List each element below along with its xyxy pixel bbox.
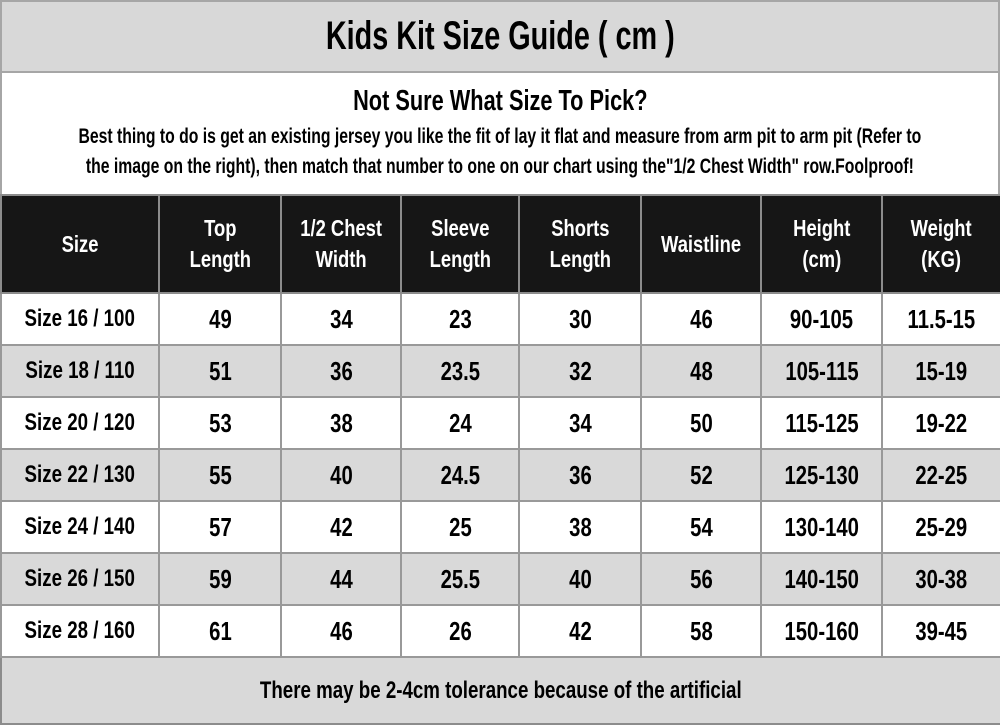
measurement-cell: 115-125: [760, 396, 883, 450]
measurement-cell: 34: [518, 396, 642, 450]
measurement-cell: 23.5: [400, 344, 520, 398]
measurement-cell: 46: [640, 292, 762, 346]
measurement-cell: 25.5: [400, 552, 520, 606]
measurement-cell: 105-115: [760, 344, 883, 398]
column-header-0: Size: [0, 194, 160, 294]
column-header-6: Height (cm): [760, 194, 883, 294]
measurement-cell: 46: [280, 604, 402, 658]
measurement-cell: 39-45: [881, 604, 1000, 658]
measurement-cell: 150-160: [760, 604, 883, 658]
size-cell: Size 20 / 120: [0, 396, 160, 450]
measurement-cell: 11.5-15: [881, 292, 1000, 346]
measurement-cell: 25: [400, 500, 520, 554]
column-header-4: Shorts Length: [518, 194, 642, 294]
measurement-cell: 44: [280, 552, 402, 606]
measurement-cell: 51: [158, 344, 282, 398]
measurement-cell: 52: [640, 448, 762, 502]
footer-row: There may be 2-4cm tolerance because of …: [0, 656, 1000, 725]
column-header-5: Waistline: [640, 194, 762, 294]
column-header-2: 1/2 Chest Width: [280, 194, 402, 294]
column-header-7: Weight (KG): [881, 194, 1000, 294]
measurement-cell: 30: [518, 292, 642, 346]
table-header-row: Size Top Length 1/2 Chest Width Sleeve Leng…: [0, 194, 1000, 294]
column-header-1: Top Length: [158, 194, 282, 294]
measurement-cell: 15-19: [881, 344, 1000, 398]
intro-heading-row: Not Sure What Size To Pick?: [2, 85, 998, 118]
measurement-cell: 25-29: [881, 500, 1000, 554]
measurement-cell: 125-130: [760, 448, 883, 502]
table-body: Size 16 / 100 49 34 23 30 46 90-105 11.5-15 Size…: [0, 292, 1000, 658]
title-bar: Kids Kit Size Guide ( cm ): [0, 0, 1000, 73]
measurement-cell: 90-105: [760, 292, 883, 346]
table-row: Size 20 / 120 53 38 24 34 50 115-125 19-22: [0, 396, 1000, 450]
size-cell: Size 22 / 130: [0, 448, 160, 502]
measurement-cell: 140-150: [760, 552, 883, 606]
measurement-cell: 40: [280, 448, 402, 502]
size-cell: Size 16 / 100: [0, 292, 160, 346]
measurement-cell: 40: [518, 552, 642, 606]
measurement-cell: 54: [640, 500, 762, 554]
measurement-cell: 49: [158, 292, 282, 346]
measurement-cell: 22-25: [881, 448, 1000, 502]
table-row: Size 28 / 160 61 46 26 42 58 150-160 39-45: [0, 604, 1000, 658]
measurement-cell: 24.5: [400, 448, 520, 502]
measurement-cell: 34: [280, 292, 402, 346]
intro-section: Not Sure What Size To Pick? Best thing t…: [0, 73, 1000, 194]
size-cell: Size 26 / 150: [0, 552, 160, 606]
measurement-cell: 42: [280, 500, 402, 554]
measurement-cell: 50: [640, 396, 762, 450]
measurement-cell: 56: [640, 552, 762, 606]
size-cell: Size 18 / 110: [0, 344, 160, 398]
measurement-cell: 55: [158, 448, 282, 502]
table-row: Size 24 / 140 57 42 25 38 54 130-140 25-29: [0, 500, 1000, 554]
page-title: Kids Kit Size Guide ( cm ): [325, 14, 675, 58]
measurement-cell: 61: [158, 604, 282, 658]
size-cell: Size 28 / 160: [0, 604, 160, 658]
measurement-cell: 48: [640, 344, 762, 398]
measurement-cell: 42: [518, 604, 642, 658]
measurement-cell: 36: [280, 344, 402, 398]
intro-body-row: Best thing to do is get an existing jers…: [2, 122, 998, 182]
measurement-cell: 59: [158, 552, 282, 606]
intro-body-text: Best thing to do is get an existing jers…: [78, 125, 922, 178]
measurement-cell: 38: [518, 500, 642, 554]
measurement-cell: 30-38: [881, 552, 1000, 606]
measurement-cell: 130-140: [760, 500, 883, 554]
measurement-cell: 26: [400, 604, 520, 658]
measurement-cell: 38: [280, 396, 402, 450]
table-row: Size 26 / 150 59 44 25.5 40 56 140-150 30-38: [0, 552, 1000, 606]
intro-heading: Not Sure What Size To Pick?: [352, 85, 648, 117]
measurement-cell: 19-22: [881, 396, 1000, 450]
tolerance-note: There may be 2-4cm tolerance because of …: [260, 676, 742, 704]
measurement-cell: 24: [400, 396, 520, 450]
size-table: Size Top Length 1/2 Chest Width Sleeve Leng…: [0, 194, 1000, 725]
measurement-cell: 23: [400, 292, 520, 346]
measurement-cell: 32: [518, 344, 642, 398]
table-row: Size 22 / 130 55 40 24.5 36 52 125-130 22-25: [0, 448, 1000, 502]
measurement-cell: 58: [640, 604, 762, 658]
table-row: Size 16 / 100 49 34 23 30 46 90-105 11.5-15: [0, 292, 1000, 346]
tolerance-note-cell: There may be 2-4cm tolerance because of …: [0, 656, 1000, 725]
measurement-cell: 53: [158, 396, 282, 450]
table-row: Size 18 / 110 51 36 23.5 32 48 105-115 15-19: [0, 344, 1000, 398]
column-header-3: Sleeve Length: [400, 194, 520, 294]
measurement-cell: 36: [518, 448, 642, 502]
measurement-cell: 57: [158, 500, 282, 554]
size-cell: Size 24 / 140: [0, 500, 160, 554]
